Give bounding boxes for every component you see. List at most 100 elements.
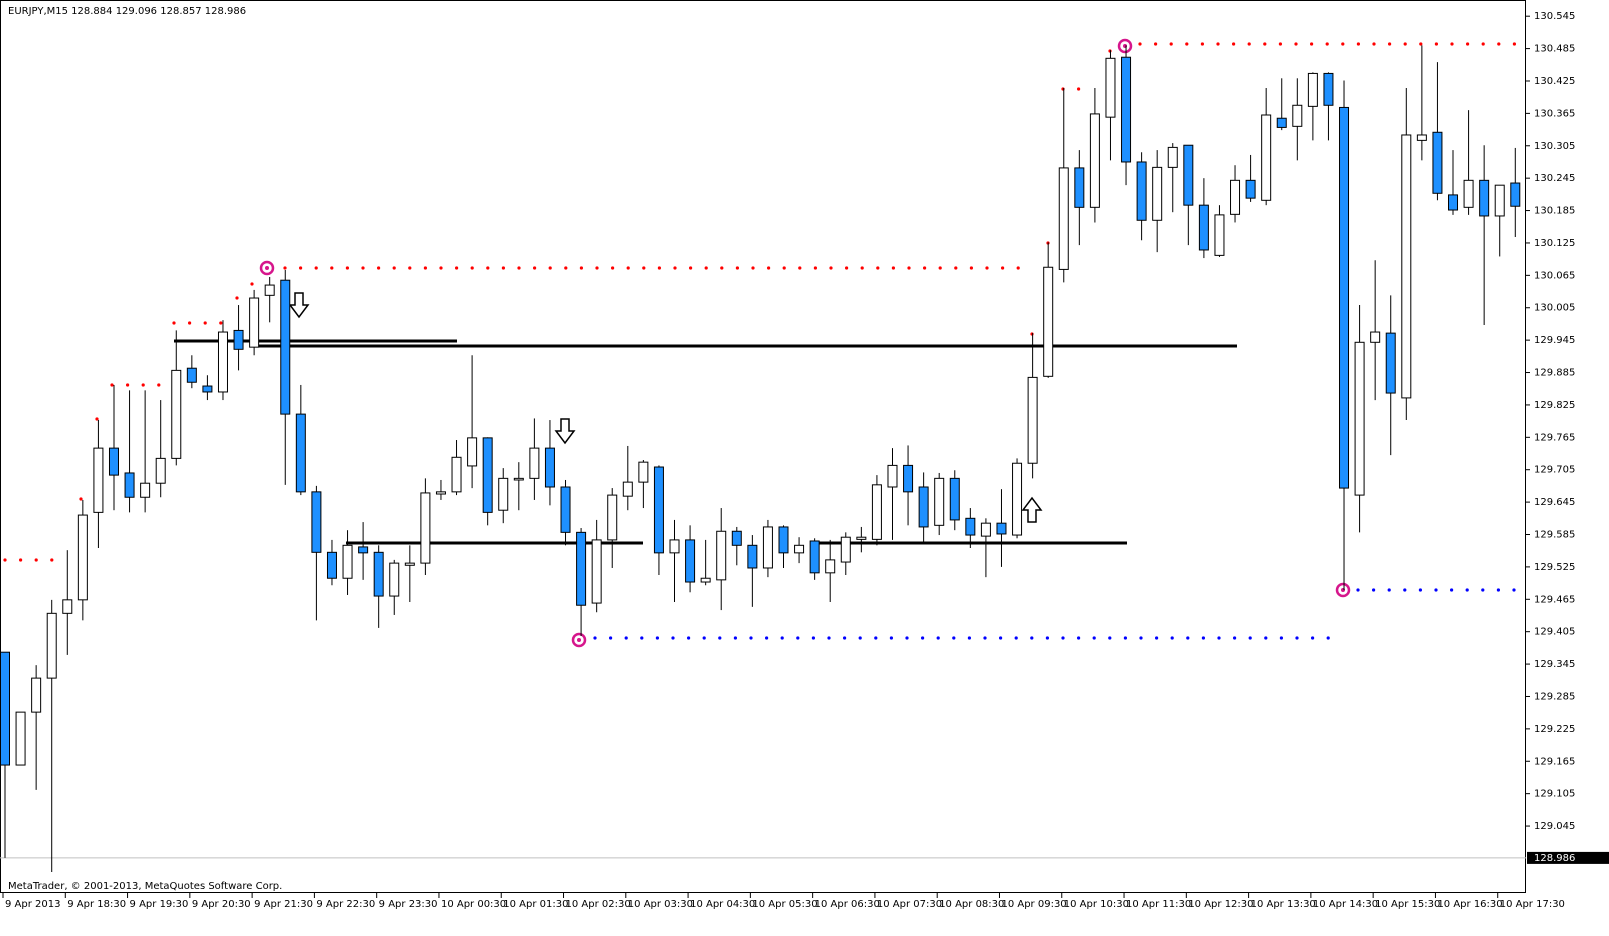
candle-body — [1245, 179, 1256, 199]
fractal-dot — [1232, 42, 1236, 46]
candle-body — [1339, 106, 1350, 489]
candle-body — [1167, 146, 1178, 168]
fractal-dot — [657, 266, 662, 270]
fractal-dot — [876, 266, 880, 270]
fractal-dot — [889, 636, 894, 640]
candle-body — [918, 486, 929, 528]
fractal-dot — [1077, 87, 1081, 91]
fractal-dot — [345, 266, 349, 270]
x-tick-label: 10 Apr 11:30 — [1126, 899, 1191, 910]
fractal-dot — [1016, 266, 1020, 270]
y-tick-label: 129.225 — [1534, 724, 1575, 735]
x-tick-label: 10 Apr 14:30 — [1313, 899, 1378, 910]
fractal-dot — [110, 383, 114, 387]
fractal-dot — [1001, 266, 1005, 270]
candle-body — [1494, 184, 1505, 217]
fractal-dot — [533, 266, 537, 270]
fractal-dot — [1496, 588, 1500, 592]
fractal-marker-core — [577, 638, 581, 642]
buy-arrow — [1021, 496, 1043, 523]
candle-body — [1012, 462, 1023, 536]
candle-body — [965, 517, 976, 536]
fractal-dot — [689, 266, 693, 270]
fractal-dot — [1045, 636, 1049, 640]
fractal-dot — [735, 266, 740, 270]
y-tick-label: 129.045 — [1534, 821, 1575, 832]
fractal-dot — [673, 266, 677, 270]
fractal-dot — [1465, 588, 1469, 592]
fractal-dot — [1388, 42, 1392, 46]
fractal-dot — [1279, 636, 1283, 640]
x-tick-label: 9 Apr 21:30 — [254, 899, 313, 910]
candle-body — [591, 539, 602, 604]
y-tick-label: 129.165 — [1534, 756, 1575, 767]
y-tick-label: 130.065 — [1534, 270, 1575, 281]
fractal-dot — [655, 636, 660, 640]
candle-body — [949, 477, 960, 521]
candle-body — [1510, 182, 1521, 207]
fractal-dot — [907, 266, 911, 270]
candle-body — [1198, 204, 1209, 251]
fractal-dot — [95, 417, 99, 421]
fractal-dot — [1418, 588, 1422, 592]
fractal-dot — [798, 266, 802, 270]
fractal-dot — [1310, 42, 1314, 46]
fractal-dot — [611, 266, 615, 270]
fractal-dot — [517, 266, 521, 270]
fractal-dot — [1434, 588, 1438, 592]
fractal-dot — [767, 266, 771, 270]
fractal-dot — [299, 266, 303, 270]
y-tick-label: 129.945 — [1534, 335, 1575, 346]
y-tick-label: 130.545 — [1534, 11, 1575, 22]
x-tick-label: 10 Apr 16:30 — [1437, 899, 1502, 910]
fractal-dot — [423, 266, 427, 270]
candle-body — [607, 494, 618, 541]
candle-body — [435, 491, 446, 495]
x-tick-label: 10 Apr 05:30 — [752, 899, 817, 910]
fractal-dot — [1356, 588, 1360, 592]
fractal-dot — [564, 266, 568, 270]
candle-body — [140, 482, 151, 498]
fractal-dot — [1092, 636, 1096, 640]
footer: MetaTrader, © 2001-2013, MetaQuotes Soft… — [8, 881, 282, 892]
candle-body — [108, 447, 119, 476]
y-tick-label: 130.005 — [1534, 303, 1575, 314]
fractal-dot — [1030, 636, 1034, 640]
fractal-dot — [640, 636, 644, 640]
candle-body — [1276, 117, 1287, 128]
fractal-dot — [1372, 42, 1376, 46]
candle-body — [529, 447, 540, 479]
x-tick-label: 10 Apr 01:30 — [503, 899, 568, 910]
fractal-dot — [923, 266, 927, 270]
fractal-dot — [796, 636, 800, 640]
y-tick-label: 129.885 — [1534, 368, 1575, 379]
fractal-dot — [1108, 636, 1112, 640]
fractal-dot — [1217, 636, 1221, 640]
fractal-dot — [1341, 42, 1345, 46]
candle-body — [1230, 179, 1241, 215]
fractal-dot — [188, 321, 192, 325]
candle-body — [903, 464, 914, 493]
fractal-dot — [827, 636, 831, 640]
candle-body — [62, 599, 73, 614]
fractal-dot — [1263, 42, 1267, 46]
fractal-dot — [203, 321, 207, 325]
fractal-dot — [1278, 42, 1282, 46]
candle-body — [1385, 332, 1396, 394]
fractal-dot — [1325, 42, 1329, 46]
fractal-dot — [34, 558, 38, 562]
fractal-dot — [1387, 588, 1391, 592]
x-tick-label: 10 Apr 07:30 — [877, 899, 942, 910]
fractal-dot — [1497, 42, 1501, 46]
fractal-marker — [571, 632, 587, 648]
x-tick-label: 10 Apr 13:30 — [1251, 899, 1316, 910]
fractal-dot — [858, 636, 862, 640]
fractal-dot — [938, 266, 942, 270]
candle-body — [1136, 161, 1147, 221]
x-tick-label: 9 Apr 2013 — [5, 899, 60, 910]
fractal-dot — [860, 266, 864, 270]
x-tick-label: 10 Apr 06:30 — [815, 899, 880, 910]
x-tick-label: 10 Apr 04:30 — [690, 899, 755, 910]
fractal-dot — [626, 266, 630, 270]
